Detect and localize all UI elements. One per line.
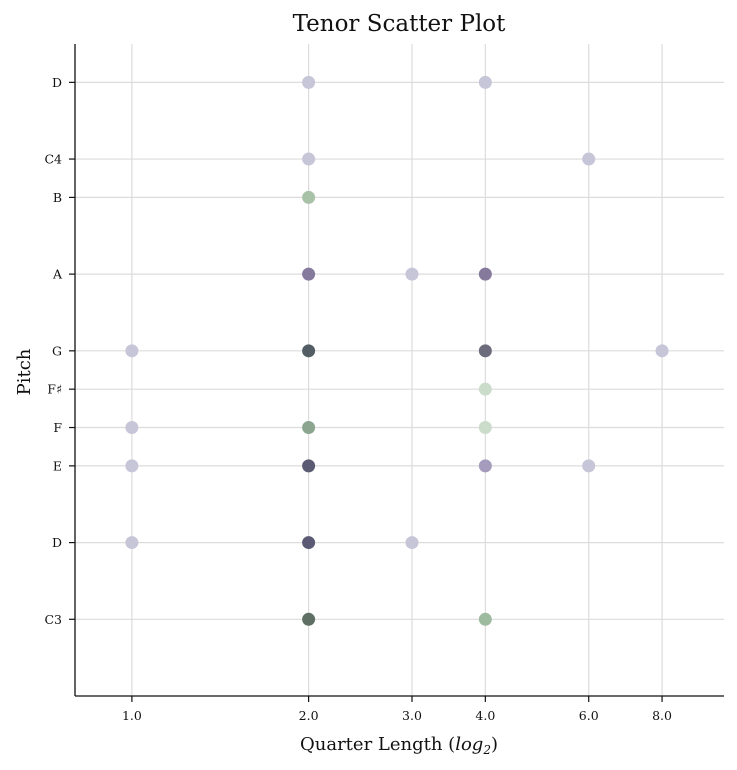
data-point [125, 421, 139, 435]
x-axis-label-subscript: 2 [482, 743, 491, 757]
data-point [302, 344, 316, 358]
y-tick-label: F♯ [47, 382, 62, 397]
data-point [582, 459, 596, 473]
x-ticks: 1.0 2.0 3.0 4.0 6.0 8.0 [122, 696, 672, 723]
x-axis-label: Quarter Length (log2) [300, 734, 498, 757]
grid [75, 44, 724, 696]
y-tick-label: D [52, 535, 62, 550]
y-axis-label: Pitch [14, 348, 35, 395]
x-axis-label-end: ) [491, 734, 498, 755]
data-point [125, 344, 139, 358]
y-tick-label: C3 [44, 612, 62, 627]
y-tick-label: B [53, 190, 62, 205]
data-point [302, 459, 316, 473]
data-point [125, 536, 139, 550]
x-axis-label-text: Quarter Length ( [300, 734, 455, 755]
y-tick-label: G [52, 343, 62, 358]
data-point [302, 536, 316, 550]
data-point [582, 152, 596, 166]
y-ticks: C3 D E F F♯ G A B C4 D [44, 75, 75, 627]
y-tick-label: D [52, 75, 62, 90]
axes [74, 44, 724, 697]
data-point [478, 382, 492, 396]
x-tick-label: 1.0 [122, 708, 142, 723]
data-point [302, 75, 316, 89]
data-point [405, 267, 419, 281]
data-point [478, 75, 492, 89]
data-point [478, 459, 492, 473]
x-tick-label: 2.0 [299, 708, 319, 723]
data-point [302, 421, 316, 435]
x-axis-label-math: log [455, 734, 483, 755]
y-tick-label: C4 [44, 152, 62, 167]
chart-title: Tenor Scatter Plot [293, 11, 507, 37]
x-tick-label: 4.0 [475, 708, 495, 723]
data-point [302, 152, 316, 166]
data-point [405, 536, 419, 550]
data-point [478, 612, 492, 626]
y-tick-label: A [52, 267, 63, 282]
data-point [478, 344, 492, 358]
data-point [302, 612, 316, 626]
data-point [478, 421, 492, 435]
x-tick-label: 6.0 [579, 708, 599, 723]
data-points [125, 75, 669, 626]
y-tick-label: E [53, 458, 62, 473]
y-tick-label: F [53, 420, 62, 435]
data-point [302, 267, 316, 281]
x-tick-label: 3.0 [402, 708, 422, 723]
data-point [302, 190, 316, 204]
x-tick-label: 8.0 [652, 708, 672, 723]
data-point [125, 459, 139, 473]
data-point [478, 267, 492, 281]
data-point [655, 344, 669, 358]
